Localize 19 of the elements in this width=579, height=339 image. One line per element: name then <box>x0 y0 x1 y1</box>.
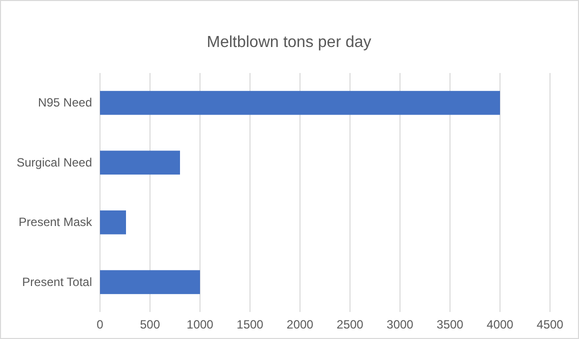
bar <box>100 90 500 115</box>
y-tick-label: N95 Need <box>38 96 92 110</box>
y-tick-label: Present Total <box>22 274 92 289</box>
x-tick-label: 1500 <box>236 318 264 332</box>
x-tick-label: 4500 <box>536 318 564 332</box>
bar <box>100 150 180 175</box>
x-tick-label: 2000 <box>286 318 314 332</box>
x-tick-label: 4000 <box>486 318 514 332</box>
chart-title: Meltblown tons per day <box>206 34 372 51</box>
x-tick-label: 3000 <box>386 318 414 332</box>
x-tick-label: 3500 <box>436 318 464 332</box>
x-tick-label: 0 <box>96 318 104 332</box>
bar <box>100 210 126 234</box>
bar <box>100 270 200 294</box>
x-tick-label: 500 <box>140 318 160 332</box>
y-tick-label: Present Mask <box>18 215 93 230</box>
x-tick-label: 2500 <box>336 318 364 332</box>
x-tick-label: 1000 <box>186 318 214 332</box>
y-tick-label: Surgical Need <box>16 155 92 170</box>
